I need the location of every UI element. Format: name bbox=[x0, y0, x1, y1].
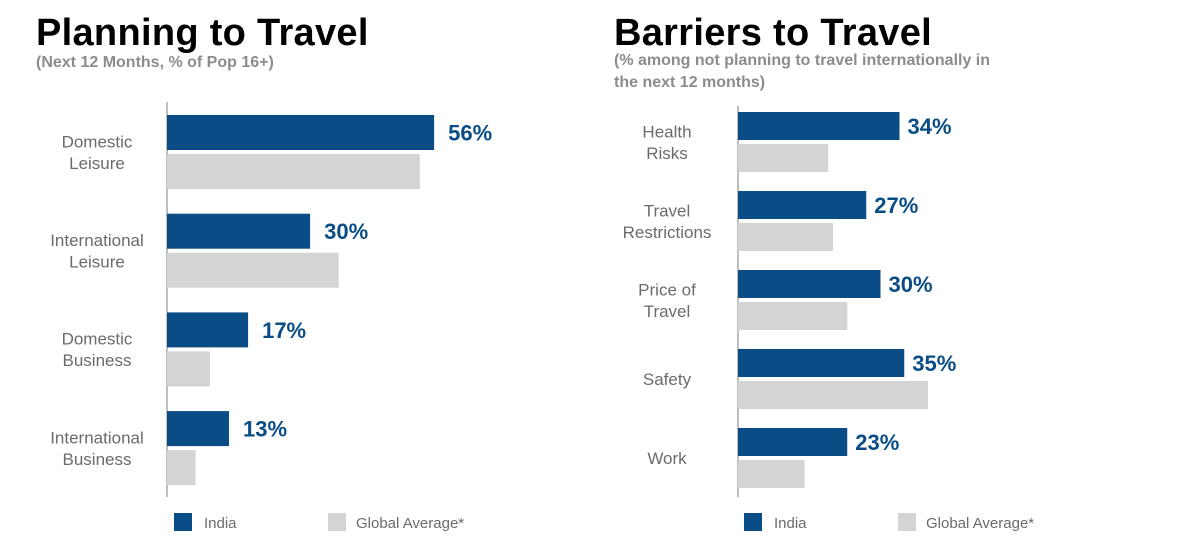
right-bar-india-2 bbox=[738, 270, 881, 298]
right-bar-global-0 bbox=[738, 144, 829, 172]
left-category-label-2: Domestic Business bbox=[62, 330, 133, 371]
left-legend-global-swatch bbox=[328, 513, 346, 531]
left-bar-india-1 bbox=[167, 213, 311, 249]
right-value-label-3: 35% bbox=[912, 351, 956, 376]
right-chart-title: Barriers to Travel bbox=[614, 12, 933, 54]
right-legend-global-label: Global Average* bbox=[926, 515, 1034, 532]
right-chart-subtitle-line2: the next 12 months) bbox=[614, 74, 766, 91]
left-bar-india-0 bbox=[167, 115, 435, 150]
left-value-label-3: 13% bbox=[243, 417, 287, 442]
right-category-label-3: Safety bbox=[643, 370, 692, 389]
right-value-label-4: 23% bbox=[855, 430, 899, 455]
right-bar-global-3 bbox=[738, 381, 928, 409]
right-bar-india-1 bbox=[738, 191, 867, 219]
right-value-label-2: 30% bbox=[889, 272, 933, 297]
right-bar-india-4 bbox=[738, 428, 848, 456]
right-category-label-1: Travel Restrictions bbox=[623, 201, 712, 242]
left-legend-global-label: Global Average* bbox=[356, 515, 464, 532]
left-chart-subtitle: (Next 12 Months, % of Pop 16+) bbox=[36, 54, 274, 71]
left-bar-global-2 bbox=[167, 351, 210, 387]
right-bar-global-2 bbox=[738, 302, 848, 330]
left-value-label-1: 30% bbox=[324, 219, 368, 244]
right-bar-global-4 bbox=[738, 460, 805, 488]
right-legend-india-swatch bbox=[744, 513, 762, 531]
right-value-label-0: 34% bbox=[908, 114, 952, 139]
left-legend-india-swatch bbox=[174, 513, 192, 531]
right-value-label-1: 27% bbox=[874, 193, 918, 218]
right-legend-global-swatch bbox=[898, 513, 916, 531]
right-category-label-2: Price of Travel bbox=[638, 280, 696, 321]
right-legend-india-label: India bbox=[774, 515, 807, 532]
right-chart-subtitle: (% among not planning to travel internat… bbox=[614, 50, 990, 94]
right-category-label-4: Work bbox=[647, 449, 687, 468]
left-legend-india-label: India bbox=[204, 515, 237, 532]
left-bar-global-0 bbox=[167, 154, 420, 189]
planning-to-travel-chart: 56% Domestic Leisure 30% International Leisur… bbox=[50, 102, 492, 532]
left-bar-india-3 bbox=[167, 411, 230, 447]
right-chart-subtitle-line1: (% among not planning to travel internat… bbox=[614, 52, 991, 69]
right-bar-india-3 bbox=[738, 349, 905, 377]
left-value-label-0: 56% bbox=[448, 121, 492, 146]
left-category-label-3: International Business bbox=[50, 428, 144, 469]
right-category-label-0: Health Risks bbox=[642, 122, 691, 163]
left-bar-india-2 bbox=[167, 312, 249, 348]
right-bar-global-1 bbox=[738, 223, 833, 251]
left-bar-global-1 bbox=[167, 252, 339, 288]
right-bar-india-0 bbox=[738, 112, 900, 140]
left-value-label-2: 17% bbox=[262, 318, 306, 343]
left-category-label-1: International Leisure bbox=[50, 231, 144, 272]
left-category-label-0: Domestic Leisure bbox=[62, 132, 133, 173]
left-bar-global-3 bbox=[167, 450, 196, 486]
left-chart-title: Planning to Travel bbox=[36, 12, 369, 54]
